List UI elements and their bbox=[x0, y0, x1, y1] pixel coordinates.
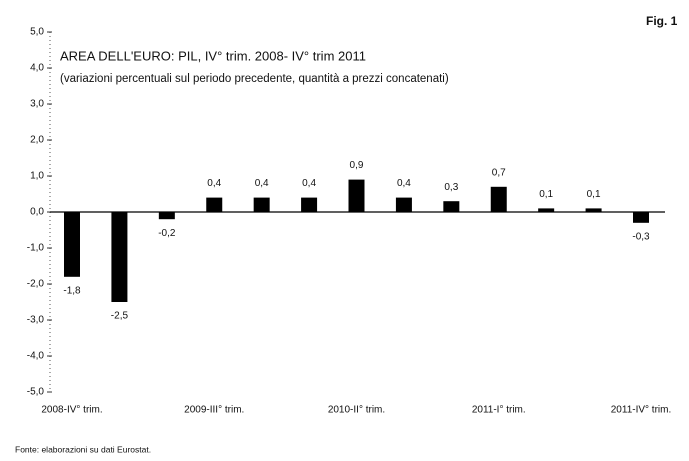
bar bbox=[253, 197, 270, 212]
value-label: 0,9 bbox=[350, 160, 364, 171]
value-label: 0,7 bbox=[492, 167, 506, 178]
value-label: -0,2 bbox=[158, 228, 176, 239]
x-tick-label: 2010-II° trim. bbox=[328, 405, 385, 416]
bar bbox=[111, 212, 128, 302]
y-tick-label: -1,0 bbox=[27, 243, 45, 254]
chart-title: AREA DELL'EURO: PIL, IV° trim. 2008- IV°… bbox=[60, 48, 366, 63]
y-tick-label: 4,0 bbox=[30, 63, 44, 74]
value-label: 0,1 bbox=[587, 189, 601, 200]
x-tick-label: 2009-III° trim. bbox=[184, 405, 244, 416]
bar bbox=[301, 197, 318, 212]
value-label: 0,4 bbox=[207, 178, 221, 189]
y-tick-label: 1,0 bbox=[30, 171, 44, 182]
value-label: -1,8 bbox=[63, 285, 81, 296]
x-tick-label: 2011-I° trim. bbox=[472, 405, 526, 416]
figure-label: Fig. 1 bbox=[646, 14, 678, 28]
bar bbox=[348, 179, 365, 212]
y-tick-label: 2,0 bbox=[30, 135, 44, 146]
y-tick-label: 0,0 bbox=[30, 207, 44, 218]
y-tick-label: -5,0 bbox=[27, 387, 45, 398]
y-tick-label: 5,0 bbox=[30, 27, 44, 38]
bar bbox=[395, 197, 412, 212]
source-note: Fonte: elaborazioni su dati Eurostat. bbox=[15, 444, 151, 454]
bar bbox=[64, 212, 80, 277]
bar bbox=[633, 212, 649, 223]
x-tick-label: 2008-IV° trim. bbox=[41, 405, 102, 416]
bar bbox=[538, 208, 555, 212]
y-tick-label: -4,0 bbox=[27, 351, 45, 362]
bar bbox=[490, 186, 507, 212]
y-tick-label: 3,0 bbox=[30, 99, 44, 110]
value-label: 0,4 bbox=[302, 178, 316, 189]
bar bbox=[158, 212, 175, 220]
chart-subtitle: (variazioni percentuali sul periodo prec… bbox=[60, 73, 449, 85]
bar bbox=[206, 197, 223, 212]
y-tick-label: -2,0 bbox=[27, 279, 45, 290]
bar bbox=[443, 201, 460, 212]
value-label: -2,5 bbox=[111, 311, 129, 322]
value-label: 0,3 bbox=[444, 182, 458, 193]
value-label: 0,1 bbox=[539, 189, 553, 200]
value-label: 0,4 bbox=[397, 178, 411, 189]
bar bbox=[585, 208, 602, 212]
value-label: 0,4 bbox=[255, 178, 269, 189]
x-tick-label: 2011-IV° trim. bbox=[611, 405, 672, 416]
value-label: -0,3 bbox=[632, 231, 650, 242]
y-tick-label: -3,0 bbox=[27, 315, 45, 326]
